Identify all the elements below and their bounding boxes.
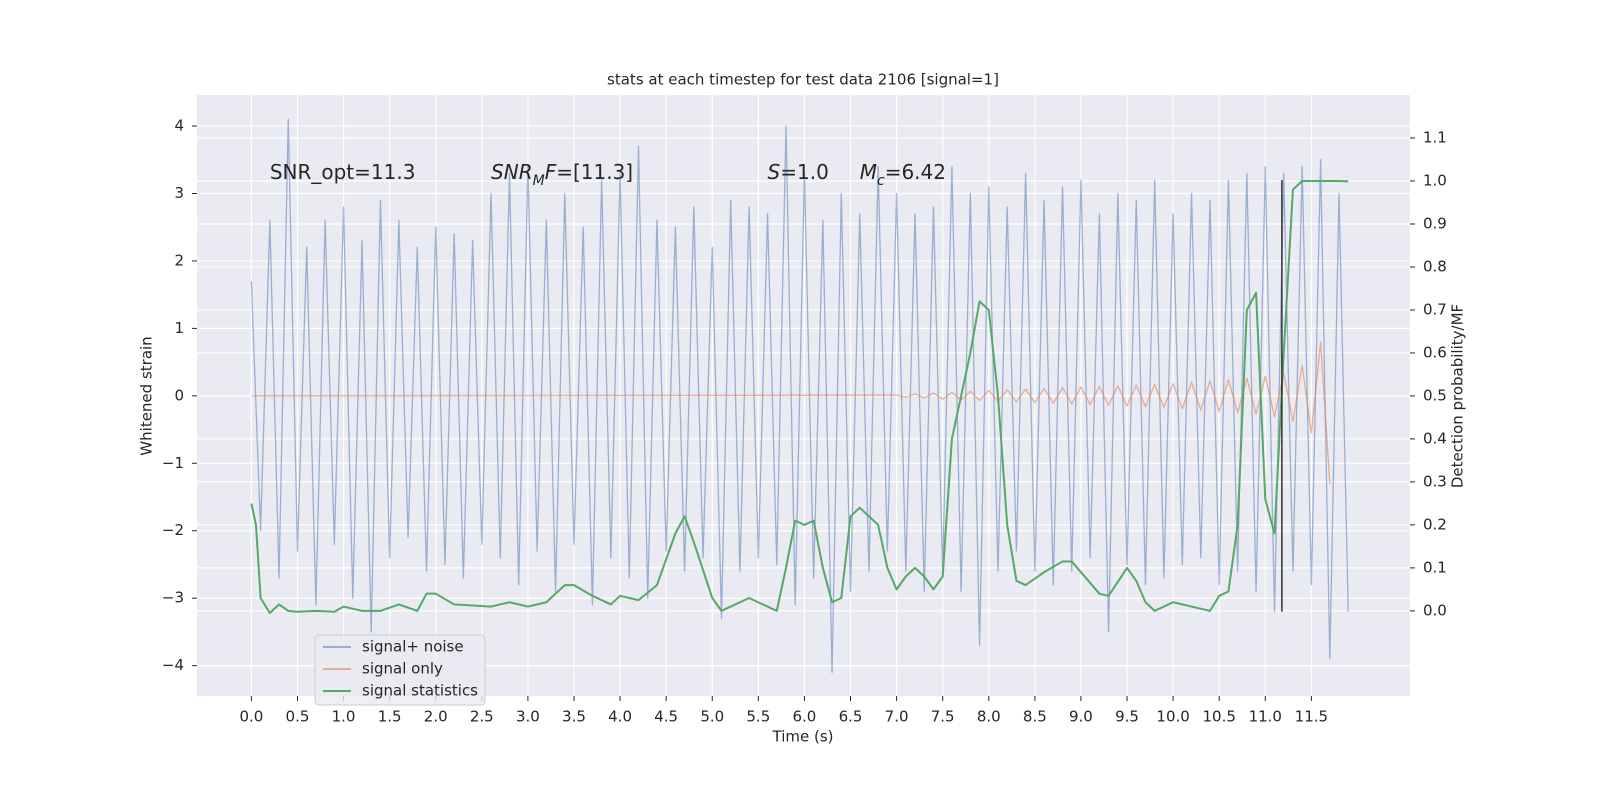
y-tick-label: 1 xyxy=(174,319,184,337)
y-tick-label: −3 xyxy=(162,589,184,607)
x-tick-label: 10.5 xyxy=(1202,708,1235,726)
annotation-part: M xyxy=(533,173,545,189)
y-tick-label: 4 xyxy=(174,117,184,135)
y2-tick-label: 0.0 xyxy=(1423,601,1447,619)
x-tick-label: 0.0 xyxy=(239,708,263,726)
annotation-part: S xyxy=(768,160,781,184)
y2-tick-label: 0.1 xyxy=(1423,558,1447,576)
x-tick-label: 11.0 xyxy=(1249,708,1282,726)
y-tick-label: 2 xyxy=(174,251,184,269)
y2-tick-label: 0.6 xyxy=(1423,343,1447,361)
y2-tick-label: 0.5 xyxy=(1423,386,1447,404)
y2-tick-label: 0.9 xyxy=(1423,214,1447,232)
annotation-part: SNR xyxy=(491,160,533,184)
y-tick-label: −1 xyxy=(162,454,184,472)
y2-tick-label: 0.3 xyxy=(1423,472,1447,490)
annotation: SNR_opt=11.3 xyxy=(270,160,416,184)
y2-tick-label: 1.0 xyxy=(1423,171,1447,189)
y2-tick-label: 0.8 xyxy=(1423,257,1447,275)
legend-label: signal statistics xyxy=(362,682,478,700)
series-line xyxy=(250,118,1349,674)
x-tick-label: 6.5 xyxy=(839,708,863,726)
axes: 0.0 0.5 1.0 1.5 2.0 2.5 3.0 3.5 4.0 4.5 5.0 5.5 6.0 6… xyxy=(162,117,1447,726)
x-tick-label: 11.5 xyxy=(1295,708,1328,726)
x-tick-label: 10.0 xyxy=(1156,708,1189,726)
x-tick-label: 2.0 xyxy=(424,708,448,726)
x-tick-label: 4.5 xyxy=(654,708,678,726)
y2-axis-label: Detection probability/MF xyxy=(1449,304,1467,488)
x-tick-label: 8.0 xyxy=(977,708,1001,726)
x-tick-label: 1.5 xyxy=(378,708,402,726)
x-axis-label: Time (s) xyxy=(772,728,834,746)
series-line xyxy=(250,179,1349,615)
legend: signal+ noise signal only signal statistic… xyxy=(314,634,486,706)
y-tick-label: −2 xyxy=(162,521,184,539)
x-tick-label: 1.0 xyxy=(332,708,356,726)
legend-box xyxy=(314,634,486,706)
annotation-part: SNR_opt=11.3 xyxy=(270,160,416,184)
legend-label: signal+ noise xyxy=(362,638,464,656)
y2-tick-label: 0.2 xyxy=(1423,515,1447,533)
y-tick-label: −4 xyxy=(162,656,184,674)
y-axis-label: Whitened strain xyxy=(138,336,156,455)
annotation: S=1.0 xyxy=(768,160,829,184)
y2-tick-label: 0.7 xyxy=(1423,300,1447,318)
x-tick-label: 7.0 xyxy=(885,708,909,726)
y2-tick-label: 0.4 xyxy=(1423,429,1447,447)
y2-tick-label: 1.1 xyxy=(1423,128,1447,146)
x-tick-label: 8.5 xyxy=(1023,708,1047,726)
annotation: SNRMF=[11.3] xyxy=(491,160,633,190)
x-tick-label: 7.5 xyxy=(931,708,955,726)
x-tick-label: 5.5 xyxy=(746,708,770,726)
x-tick-label: 9.0 xyxy=(1069,708,1093,726)
annotation: Mc=6.42 xyxy=(860,160,946,190)
x-tick-label: 0.5 xyxy=(286,708,310,726)
x-tick-label: 2.5 xyxy=(470,708,494,726)
x-tick-label: 9.5 xyxy=(1115,708,1139,726)
chart-title: stats at each timestep for test data 210… xyxy=(607,71,999,89)
annotation-part: =[11.3] xyxy=(556,160,633,184)
plot-area xyxy=(250,118,1349,674)
legend-label: signal only xyxy=(362,660,443,678)
x-tick-label: 6.0 xyxy=(792,708,816,726)
x-tick-label: 3.0 xyxy=(516,708,540,726)
x-tick-label: 3.5 xyxy=(562,708,586,726)
annotation-part: F xyxy=(545,160,557,184)
annotation-part: M xyxy=(860,160,877,184)
annotation-part: =1.0 xyxy=(780,160,829,184)
x-tick-label: 5.0 xyxy=(700,708,724,726)
annotation-part: =6.42 xyxy=(885,160,946,184)
y-tick-label: 0 xyxy=(174,386,184,404)
x-tick-label: 4.0 xyxy=(608,708,632,726)
y-tick-label: 3 xyxy=(174,184,184,202)
annotation-part: c xyxy=(877,173,885,189)
